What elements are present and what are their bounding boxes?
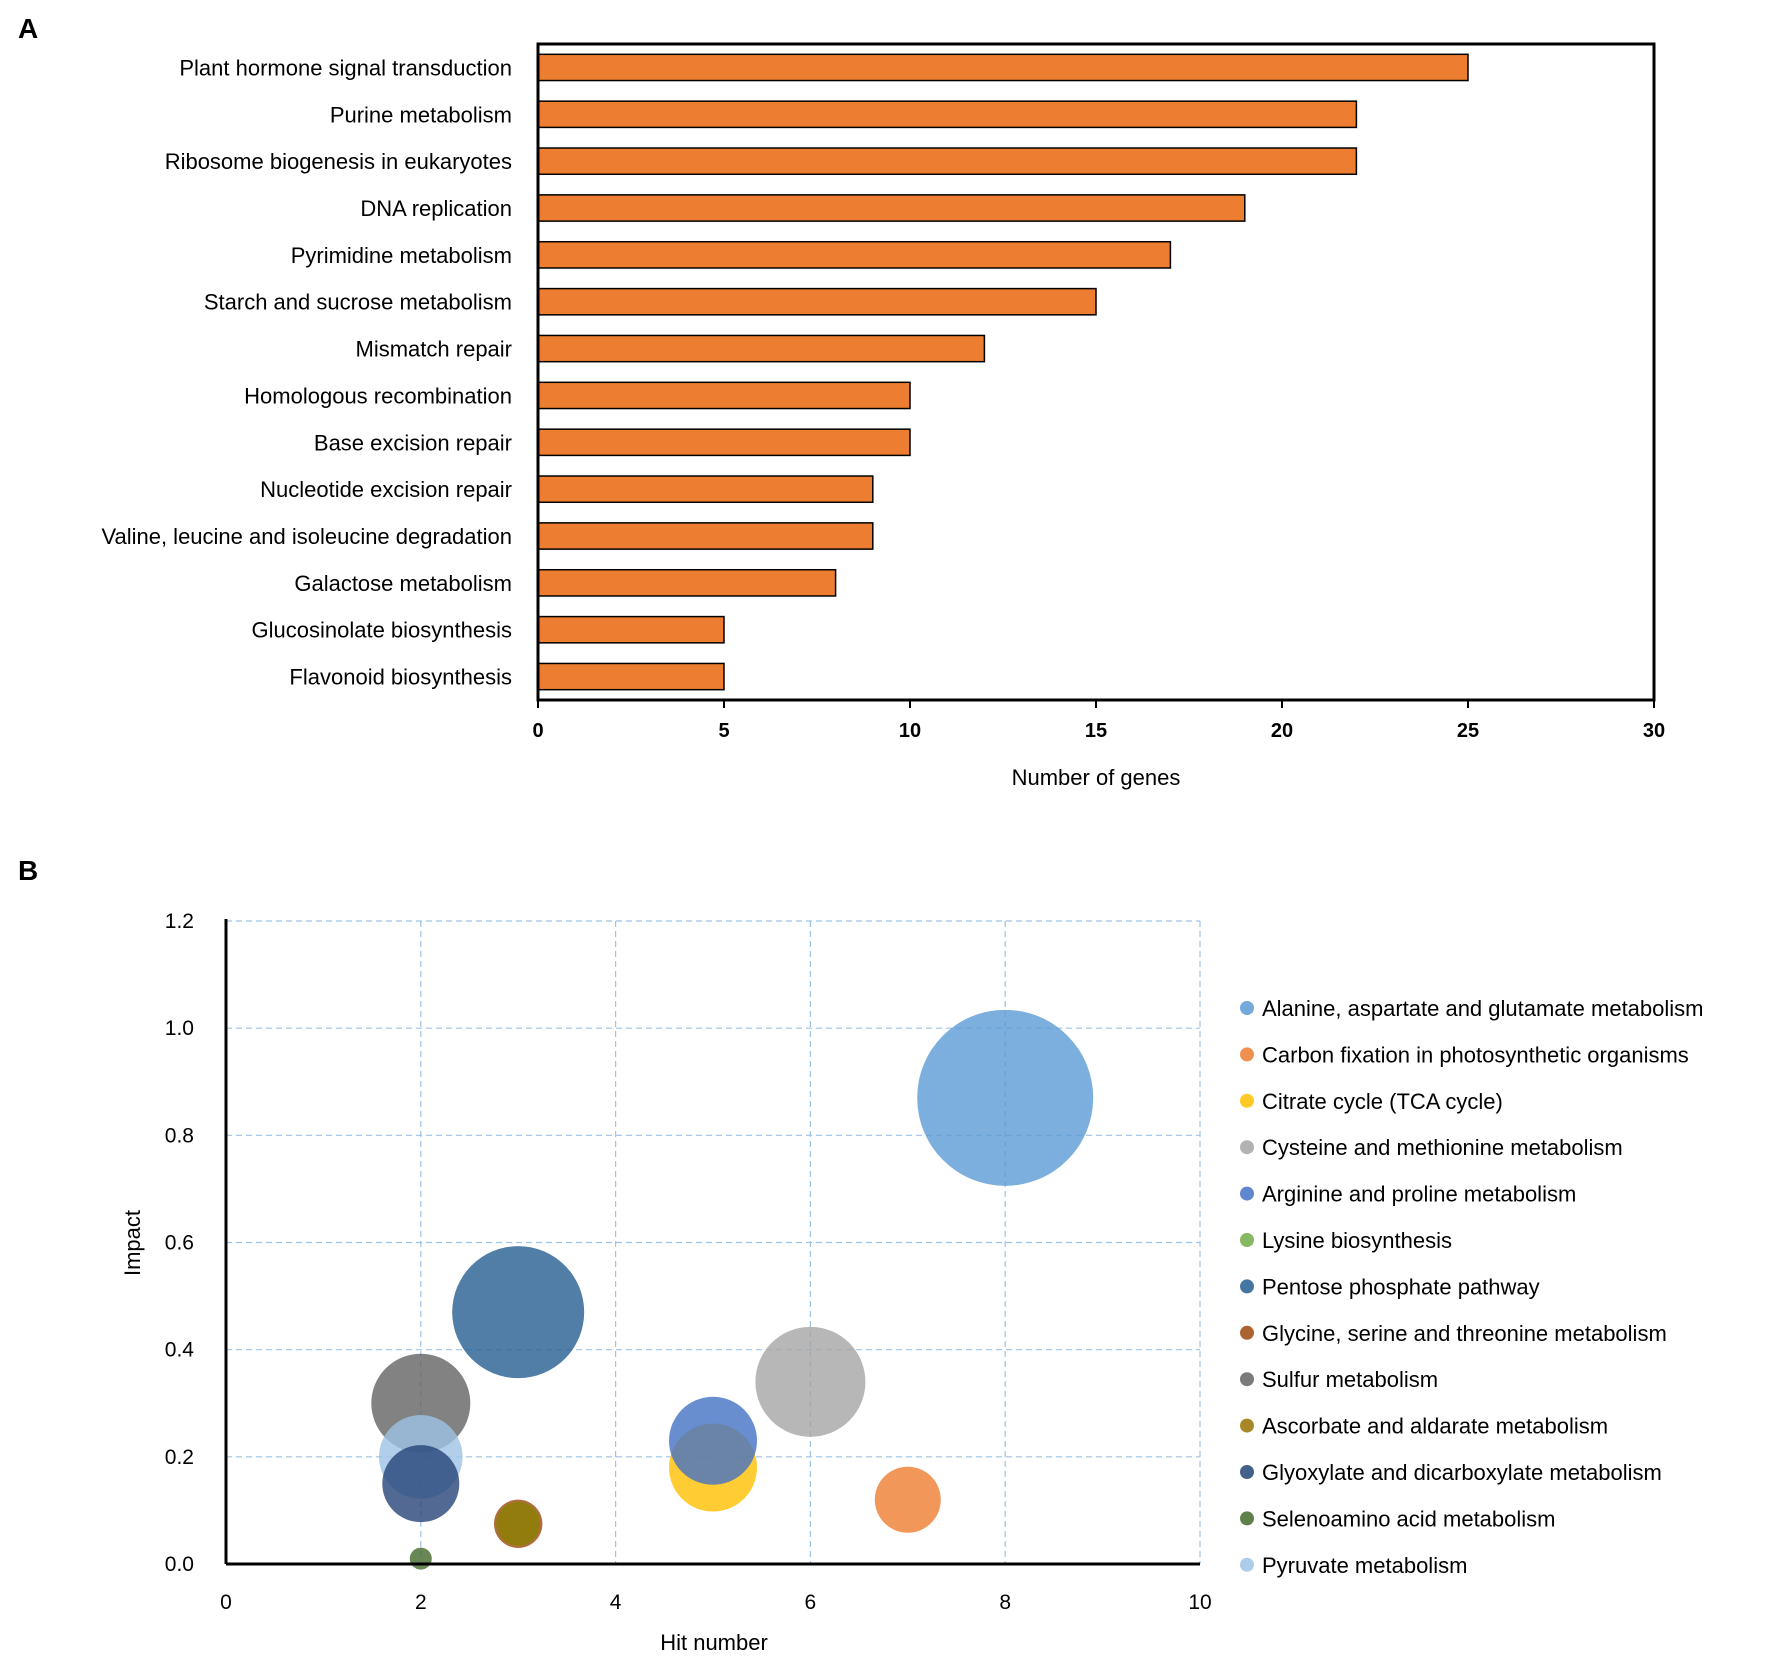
y-tick-label: 0.8 [165,1124,194,1147]
bubble-5 [669,1396,757,1485]
legend-label: Ascorbate and aldarate metabolism [1262,1414,1608,1439]
x-tick-label: 30 [1643,720,1665,742]
panel-a-plot-frame [536,42,1656,702]
bar-1 [537,53,1469,82]
legend-marker [1240,1093,1254,1108]
x-tick-label: 5 [718,720,729,742]
y-tick-label: 1.2 [165,910,194,933]
y-tick-label: 0.6 [165,1232,194,1255]
bar-14 [537,662,725,691]
bubble-1 [917,1009,1094,1186]
category-label: Ribosome biogenesis in eukaryotes [165,149,512,174]
x-tick-label: 20 [1271,720,1293,742]
x-tick-label: 0 [532,720,543,742]
category-label: Homologous recombination [244,383,512,408]
panel-b-label: B [18,855,38,886]
legend-marker [1240,1372,1254,1387]
x-tick-label: 4 [610,1591,622,1614]
category-label: Glucosinolate biosynthesis [252,618,512,643]
legend-marker [1240,1325,1254,1340]
bubble-10 [496,1501,541,1546]
bubble-11 [382,1445,460,1523]
bar-6 [537,287,1097,316]
category-label: Purine metabolism [330,102,512,127]
legend-label: Pentose phosphate pathway [1262,1274,1540,1299]
legend-marker [1240,1279,1254,1294]
bar-4 [537,194,1246,222]
legend-label: Citrate cycle (TCA cycle) [1262,1089,1503,1114]
bar-2 [537,100,1358,129]
legend-marker [1240,1511,1254,1526]
panel-b-x-axis-title: Hit number [660,1630,768,1655]
panel-a-x-axis-title: Number of genes [1012,765,1181,790]
bar-9 [537,428,911,457]
y-tick-label: 0.0 [165,1553,194,1576]
legend-label: Cysteine and methionine metabolism [1262,1135,1623,1160]
category-label: Nucleotide excision repair [260,477,512,502]
y-tick-label: 0.4 [165,1339,195,1362]
legend-marker [1240,1140,1254,1155]
category-label: Base excision repair [314,430,512,455]
category-label: Flavonoid biosynthesis [289,665,512,690]
bar-13 [537,615,725,644]
legend-label: Sulfur metabolism [1262,1367,1438,1392]
legend-marker [1240,1233,1254,1247]
x-tick-label: 10 [1188,1591,1211,1614]
panel-b-y-axis-title: Impact [120,1210,145,1276]
x-tick-label: 25 [1457,720,1479,742]
legend-marker [1240,1418,1254,1433]
bar-3 [537,147,1358,176]
bubble-2 [874,1466,941,1533]
legend-label: Lysine biosynthesis [1262,1228,1452,1253]
legend-marker [1240,1047,1254,1062]
category-label: Starch and sucrose metabolism [204,290,512,315]
legend-label: Glyoxylate and dicarboxylate metabolism [1262,1460,1662,1485]
bar-10 [537,475,874,504]
x-tick-label: 6 [805,1591,817,1614]
x-tick-label: 8 [999,1591,1011,1614]
category-label: Galactose metabolism [294,571,512,596]
x-tick-label: 15 [1085,720,1107,742]
y-tick-label: 1.0 [165,1017,194,1040]
bar-11 [537,522,874,550]
bar-12 [537,568,837,597]
panel-b-legend: Alanine, aspartate and glutamate metabol… [1240,996,1703,1578]
panel-a-label: A [18,13,38,44]
x-tick-label: 10 [899,720,921,742]
x-tick-label: 0 [220,1591,232,1614]
x-tick-label: 2 [415,1591,427,1614]
legend-label: Carbon fixation in photosynthetic organi… [1262,1042,1689,1067]
panel-a-bar-chart: A Plant hormone signal transduction Purin… [18,13,1665,790]
category-label: Plant hormone signal transduction [179,55,512,80]
legend-marker [1240,1557,1254,1572]
category-label: Pyrimidine metabolism [291,243,512,268]
bubble-4 [755,1326,866,1437]
legend-marker [1240,1465,1254,1479]
bar-5 [537,240,1172,269]
legend-marker [1240,1186,1254,1201]
legend-marker [1240,1001,1254,1015]
category-label: Mismatch repair [356,337,512,362]
bubble-7 [452,1246,585,1379]
legend-label: Arginine and proline metabolism [1262,1182,1576,1207]
bar-7 [537,334,986,363]
category-label: Valine, leucine and isoleucine degradati… [101,524,512,549]
legend-label: Pyruvate metabolism [1262,1553,1467,1578]
legend-label: Glycine, serine and threonine metabolism [1262,1321,1667,1346]
bubble-12 [409,1547,432,1570]
legend-label: Selenoamino acid metabolism [1262,1506,1556,1531]
bar-8 [537,381,911,410]
legend-label: Alanine, aspartate and glutamate metabol… [1262,996,1703,1021]
category-label: DNA replication [360,196,512,221]
panel-b-bubble-chart: B 0 2 4 6 8 10 0.0 0.2 0.4 0.6 0.8 1.0 1.2 Hit numbe… [18,855,1703,1655]
y-tick-label: 0.2 [165,1446,194,1469]
